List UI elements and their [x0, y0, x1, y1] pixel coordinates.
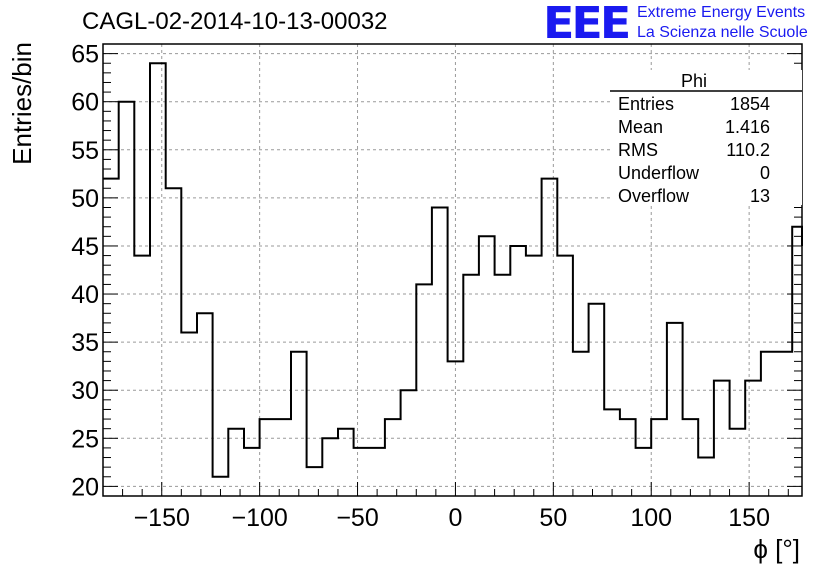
histogram-bin [385, 419, 401, 496]
x-axis-label: ϕ [°] [753, 534, 800, 564]
y-tick-label: 60 [71, 89, 99, 117]
stats-value: 1.416 [725, 117, 770, 137]
histogram-bin [307, 467, 323, 496]
y-tick-label: 35 [71, 329, 99, 357]
histogram-bin [589, 304, 605, 496]
histogram-bin [401, 390, 417, 496]
x-tick-label: −50 [336, 504, 378, 532]
histogram-bin [432, 207, 448, 496]
histogram-bin [134, 256, 150, 496]
histogram-bin [119, 102, 135, 496]
histogram-bin [636, 448, 652, 496]
stats-label: RMS [618, 140, 658, 160]
histogram-bin [510, 246, 526, 496]
y-tick-label: 45 [71, 233, 99, 261]
x-tick-label: −150 [134, 504, 190, 532]
histogram-bin [260, 419, 276, 496]
histogram-bin [698, 458, 714, 496]
histogram-bin [354, 448, 370, 496]
y-tick-label: 40 [71, 281, 99, 309]
y-tick-label: 30 [71, 377, 99, 405]
stats-value: 110.2 [726, 140, 770, 160]
histogram-bin [542, 179, 558, 496]
y-tick-label: 25 [71, 425, 99, 453]
histogram-bin [244, 448, 260, 496]
plot-frame [102, 43, 803, 497]
stats-label: Overflow [618, 186, 690, 206]
y-tick-label: 20 [71, 473, 99, 501]
histogram-bin [197, 313, 213, 496]
stats-box [610, 70, 802, 205]
logo-line-1: Extreme Energy Events [637, 4, 806, 21]
histogram-bin [573, 352, 589, 496]
stats-label: Underflow [618, 163, 700, 183]
y-tick-label: 55 [71, 137, 99, 165]
y-axis-label: Entries/bin [7, 42, 37, 165]
histogram-bin [463, 275, 479, 496]
x-tick-label: 100 [630, 504, 672, 532]
histogram-bin [526, 256, 542, 496]
histogram-bin [322, 438, 338, 496]
y-tick-label: 50 [71, 185, 99, 213]
histogram-bin [495, 275, 511, 496]
histogram-bin [291, 352, 307, 496]
stats-label: Mean [618, 117, 663, 137]
histogram-bin [479, 236, 495, 496]
x-tick-label: −100 [231, 504, 287, 532]
eee-logo: EEE [543, 0, 631, 49]
stats-value: 0 [760, 163, 770, 183]
histogram-bin [181, 333, 197, 496]
chart-title: CAGL-02-2014-10-13-00032 [82, 8, 388, 35]
stats-title: Phi [681, 71, 707, 91]
logo-line-2: La Scienza nelle Scuole [637, 24, 808, 41]
histogram-bin [730, 429, 746, 496]
histogram-bin [275, 419, 291, 496]
histogram-bin [166, 188, 182, 496]
histogram-bin [150, 63, 166, 496]
x-tick-label: 150 [728, 504, 770, 532]
y-tick-label: 65 [71, 41, 99, 69]
histogram-line [103, 62, 803, 478]
histogram-bin [620, 419, 636, 496]
histogram-bin [651, 419, 667, 496]
histogram-bin [761, 352, 777, 496]
x-tick-label: 50 [539, 504, 567, 532]
histogram-bin [604, 409, 620, 496]
stats-value: 13 [750, 186, 770, 206]
stats-label: Entries [618, 94, 674, 114]
histogram-bin [667, 323, 683, 496]
x-tick-label: 0 [448, 504, 462, 532]
histogram-bin [369, 448, 385, 496]
histogram-bin [683, 419, 699, 496]
stats-value: 1854 [730, 94, 770, 114]
histogram-bin [777, 352, 793, 496]
histogram-bin [557, 256, 573, 496]
